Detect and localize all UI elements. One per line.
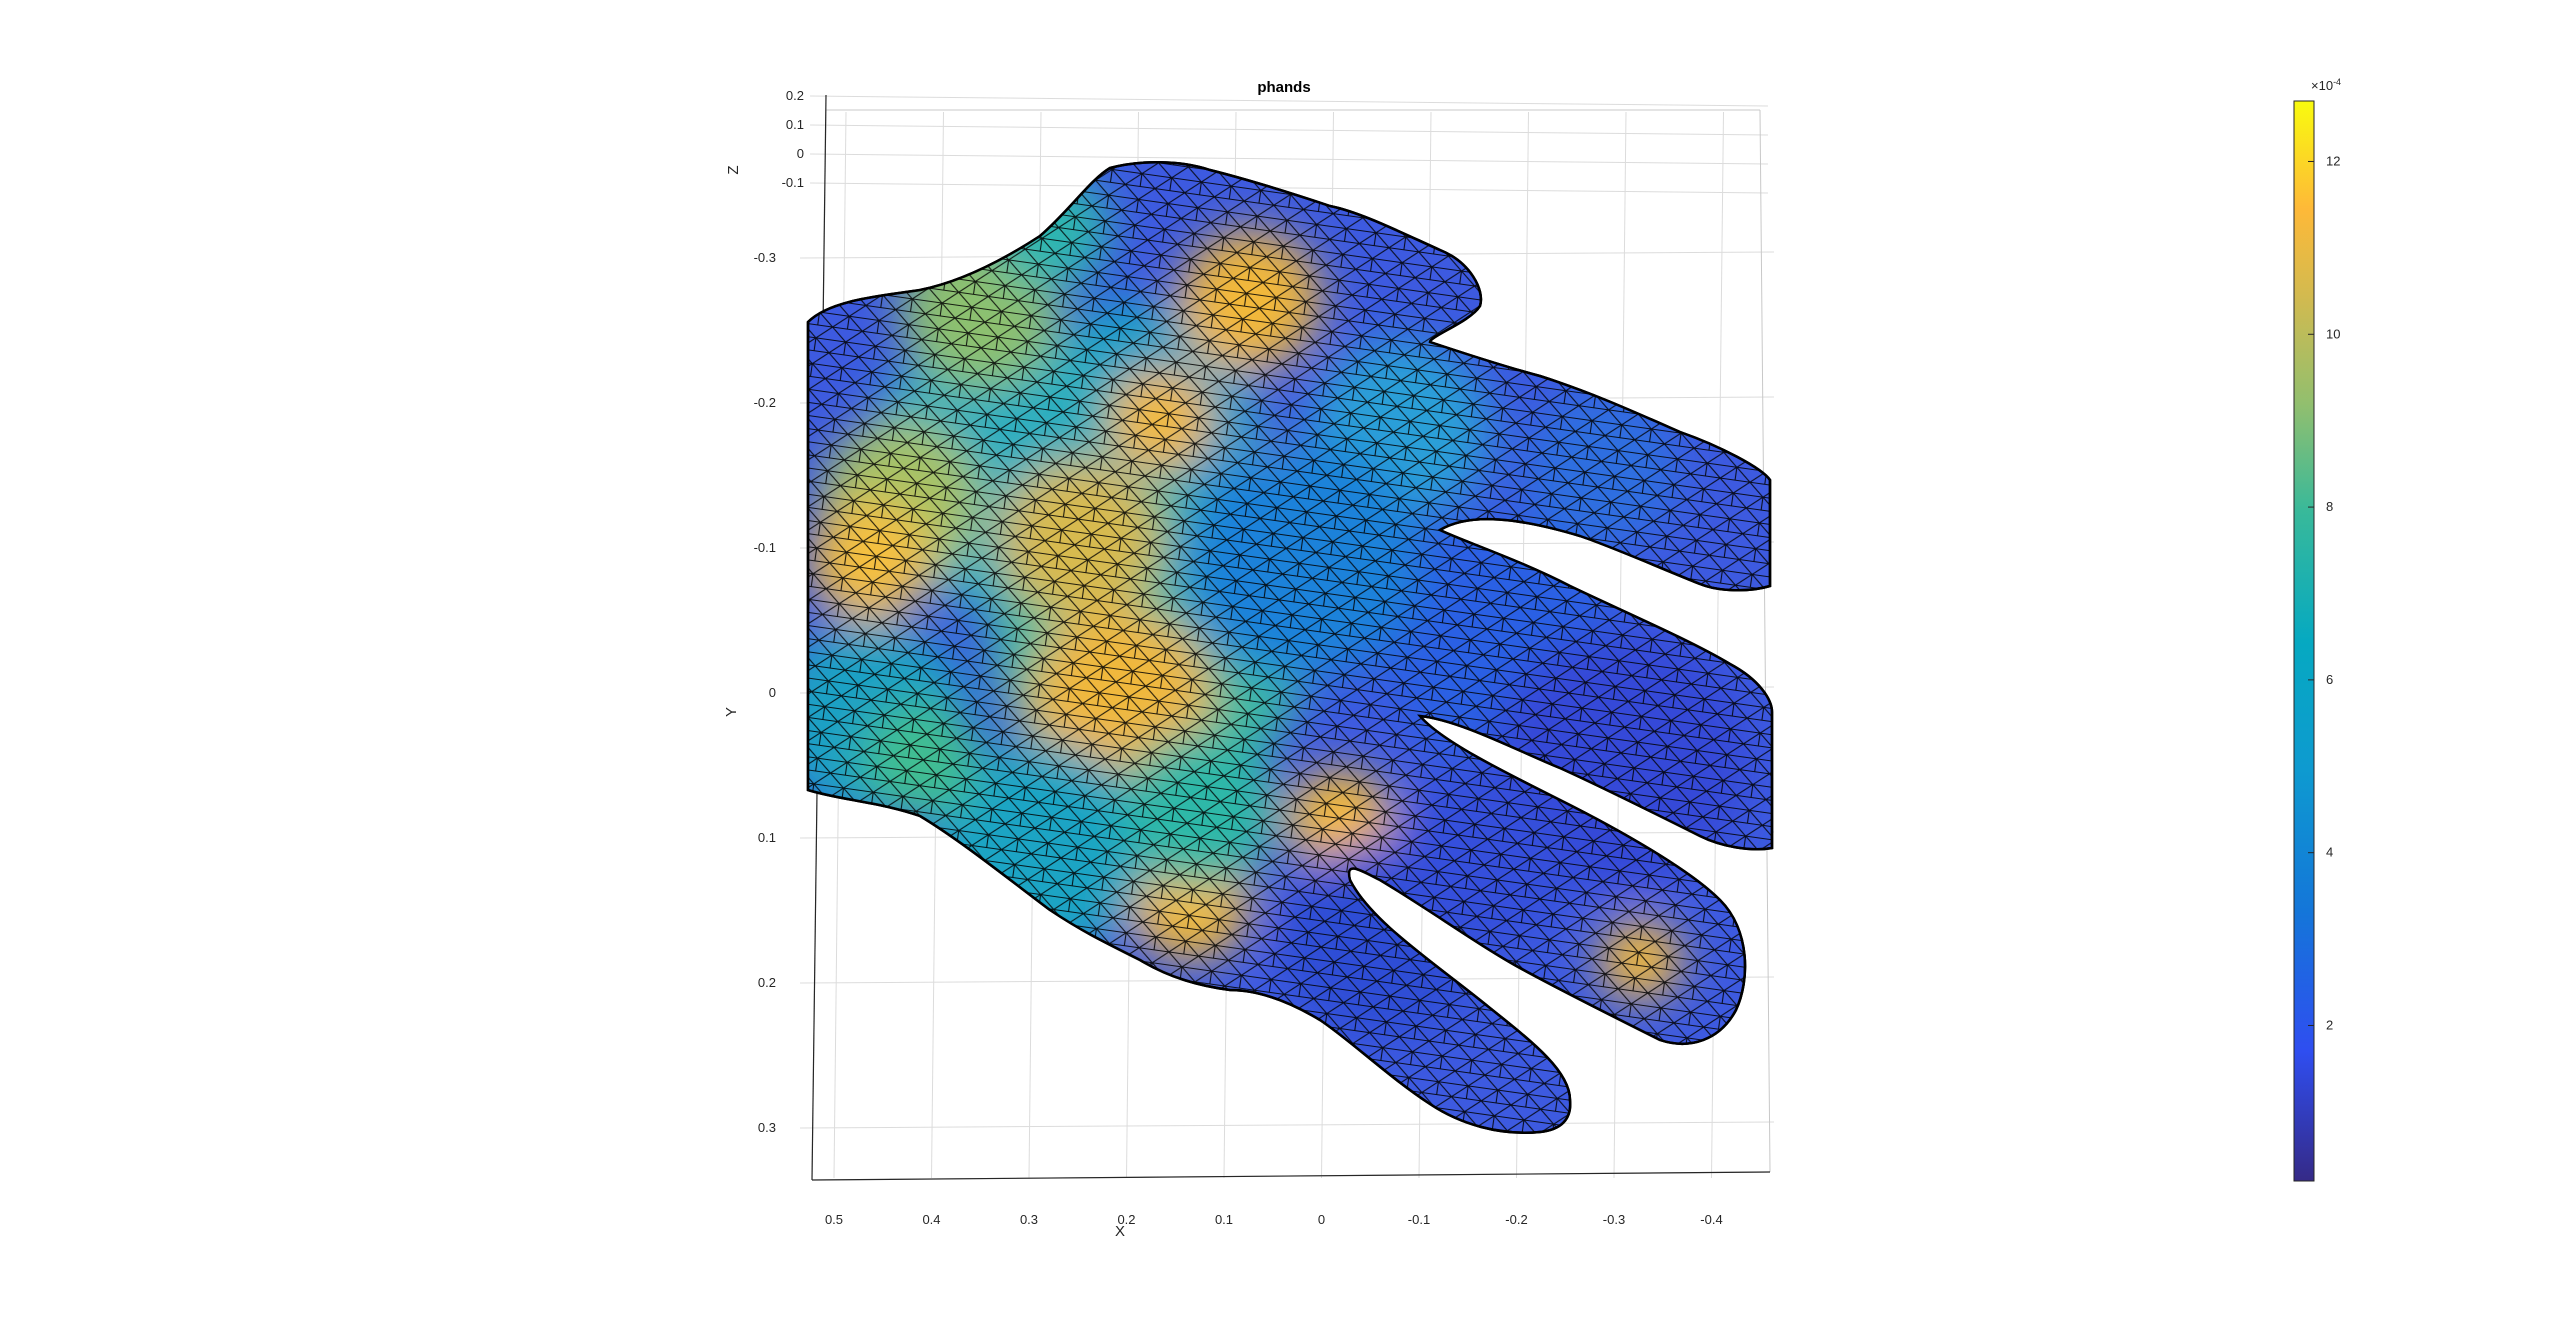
y-tick-label: 0.3 — [758, 1120, 776, 1135]
z-grid-line — [809, 95, 1769, 107]
y-tick-label: 0 — [769, 685, 776, 700]
colorbar-ticks: 2 4 6 8 10 12 — [2308, 153, 2340, 1032]
z-grid-line — [809, 124, 1769, 136]
z-tick-label: 0.2 — [786, 88, 804, 103]
y-tick-label: 0.2 — [758, 975, 776, 990]
x-tick-label: 0.3 — [1020, 1212, 1038, 1227]
y-tick-labels: -0.3 -0.2 -0.1 0 0.1 0.2 0.3 — [754, 250, 776, 1135]
x-tick-label: 0.5 — [825, 1212, 843, 1227]
colorbar-tick-label: 12 — [2326, 153, 2340, 168]
y-tick-label: -0.3 — [754, 250, 776, 265]
z-tick-labels: 0.2 0.1 0 -0.1 — [782, 88, 804, 190]
x-tick-label: 0.1 — [1215, 1212, 1233, 1227]
z-axis-label: Z — [725, 165, 742, 174]
z-tick-label: 0 — [797, 146, 804, 161]
colorbar: 2 4 6 8 10 12 ×10-4 — [2293, 77, 2341, 1182]
colorbar-tick-label: 2 — [2326, 1017, 2333, 1032]
z-grid-line — [809, 153, 1769, 165]
x-axis-label: X — [1115, 1223, 1125, 1240]
x-tick-label: -0.2 — [1505, 1212, 1527, 1227]
colorbar-tick-label: 4 — [2326, 845, 2333, 860]
x-tick-label: -0.3 — [1603, 1212, 1625, 1227]
z-grid-line — [809, 182, 1769, 194]
surface-mesh — [808, 162, 1772, 1133]
colorbar-exponent-power: -4 — [2333, 77, 2341, 87]
colorbar-gradient — [2293, 100, 2315, 1182]
y-tick-label: 0.1 — [758, 830, 776, 845]
colorbar-tick-label: 6 — [2326, 672, 2333, 687]
y-tick-label: -0.2 — [754, 395, 776, 410]
x-axis-line — [811, 1171, 1771, 1181]
x-tick-label: 0 — [1318, 1212, 1325, 1227]
x-tick-label: -0.4 — [1700, 1212, 1722, 1227]
y-grid-line — [799, 1121, 1775, 1129]
y-axis-label: Y — [723, 707, 740, 717]
x-tick-labels: 0.5 0.4 0.3 0.2 0.1 0 -0.1 -0.2 -0.3 -0.4 — [825, 1212, 1723, 1227]
hand-surface — [806, 160, 1774, 1134]
x-tick-label: 0.4 — [922, 1212, 940, 1227]
hand-outline — [806, 160, 1774, 1134]
colorbar-tick-label: 10 — [2326, 326, 2340, 341]
x-tick-label: 0.2 — [1117, 1212, 1135, 1227]
colorbar-tick-label: 8 — [2326, 499, 2333, 514]
y-tick-label: -0.1 — [754, 540, 776, 555]
colorbar-exponent: ×10-4 — [2311, 77, 2341, 93]
colorbar-exponent-base: ×10 — [2311, 78, 2333, 93]
chart-title: phands — [1257, 79, 1310, 96]
x-tick-label: -0.1 — [1408, 1212, 1430, 1227]
z-tick-label: -0.1 — [782, 175, 804, 190]
z-tick-label: 0.1 — [786, 117, 804, 132]
